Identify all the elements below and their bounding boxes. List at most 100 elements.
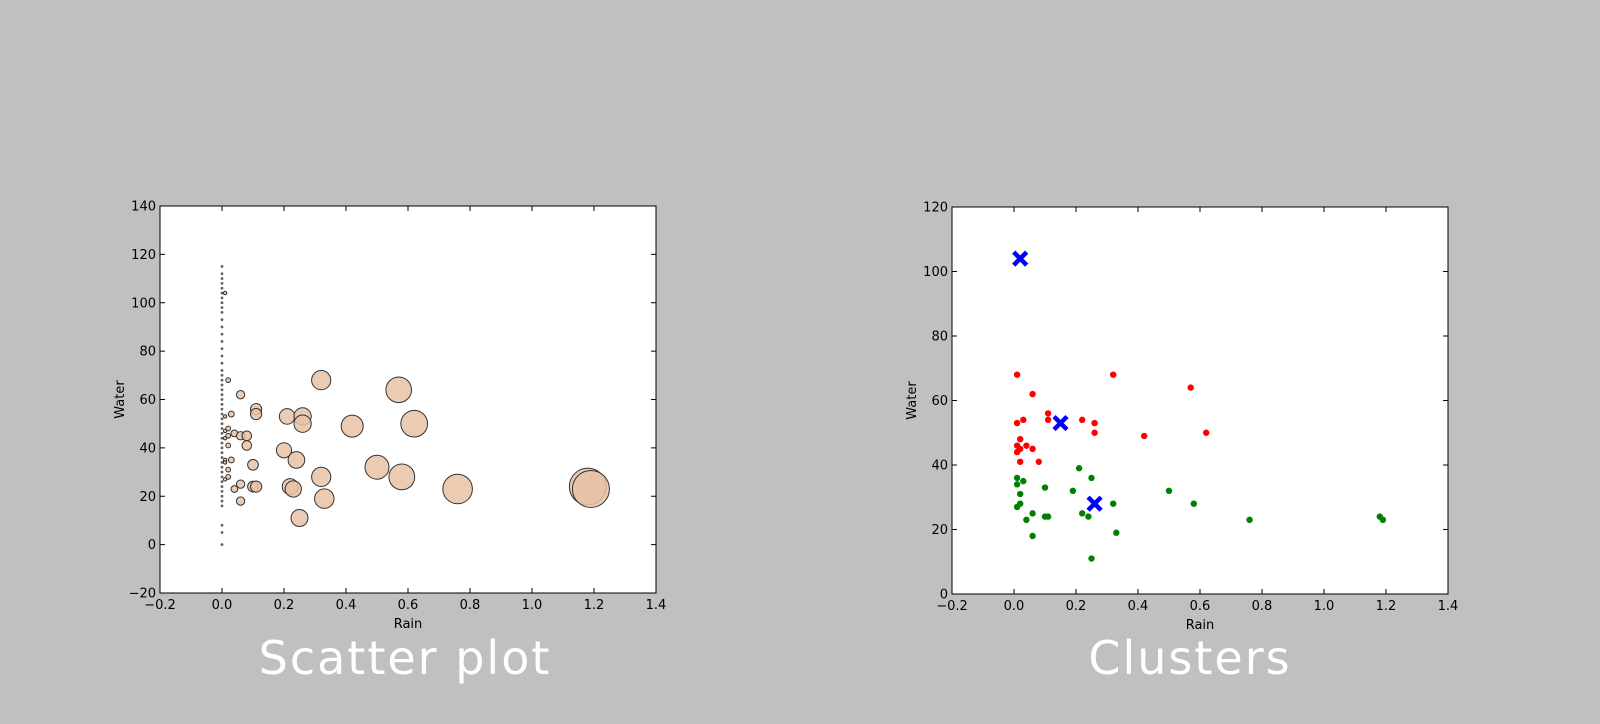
left-x-tick-label: 1.4 xyxy=(646,598,667,613)
scatter-point xyxy=(442,473,473,505)
cluster-point xyxy=(1029,445,1036,453)
left-y-tick-label: 80 xyxy=(139,345,156,360)
cluster-point xyxy=(1079,510,1086,517)
scatter-point xyxy=(235,496,246,506)
scatter-point xyxy=(220,296,224,300)
cluster-point xyxy=(1091,419,1098,427)
scatter-point xyxy=(220,407,224,411)
scatter-point xyxy=(220,480,224,484)
scatter-point xyxy=(222,460,228,465)
scatter-point xyxy=(220,504,224,508)
left-y-axis-label: Water xyxy=(113,380,128,419)
cluster-point xyxy=(1110,371,1117,378)
scatter-point xyxy=(220,378,224,382)
cluster-point xyxy=(1029,510,1036,517)
cluster-point xyxy=(1044,416,1052,424)
centroid-marker xyxy=(1012,250,1029,267)
right-x-tick-label: 0.8 xyxy=(1252,599,1273,614)
scatter-point xyxy=(220,494,224,498)
scatter-point xyxy=(220,388,224,392)
scatter-point xyxy=(220,451,224,455)
scatter-point xyxy=(247,458,259,471)
cluster-point xyxy=(1013,503,1021,511)
scatter-point xyxy=(220,277,224,280)
cluster-point xyxy=(1035,458,1042,465)
right-y-tick-label: 0 xyxy=(940,588,948,603)
cluster-point xyxy=(1085,513,1092,520)
scatter-point xyxy=(220,369,224,372)
cluster-point xyxy=(1091,429,1098,436)
cluster-point xyxy=(1041,484,1049,491)
left-x-tick-label: −0.2 xyxy=(144,598,176,613)
centroid-stroke-b xyxy=(1086,495,1103,512)
centroid-marker xyxy=(1052,414,1069,432)
cluster-point xyxy=(1113,529,1120,536)
scatter-point xyxy=(220,318,224,322)
scatter-point xyxy=(220,402,224,406)
left-x-tick-label: 1.0 xyxy=(522,598,543,613)
left-plot-area xyxy=(159,205,657,594)
scatter-point xyxy=(220,436,224,440)
scatter-point xyxy=(220,460,224,464)
cluster-point xyxy=(1110,500,1117,507)
scatter-point xyxy=(287,451,306,469)
scatter-plot-chart: −0.2 0.0 0.2 0.4 0.6 0.8 1.0 1.2 1.4 −20 0 20 40 60 80… xyxy=(113,200,667,633)
scatter-point xyxy=(220,354,224,358)
cluster-point xyxy=(1020,416,1027,424)
right-y-tick-label: 100 xyxy=(923,265,948,280)
scatter-point xyxy=(220,281,224,285)
scatter-point xyxy=(293,414,312,433)
cluster-point xyxy=(1141,432,1148,440)
scatter-point xyxy=(284,480,302,498)
scatter-point xyxy=(220,340,224,343)
cluster-point xyxy=(1013,474,1021,482)
right-x-tick-label: 0.2 xyxy=(1066,599,1087,614)
cluster-point xyxy=(1187,384,1194,391)
cluster-point xyxy=(1029,532,1036,540)
centroid-stroke-b xyxy=(1052,414,1069,432)
cluster-point xyxy=(1079,416,1086,424)
right-x-tick-label: −0.2 xyxy=(936,599,968,614)
left-x-tick-label: 1.2 xyxy=(584,598,605,613)
scatter-point xyxy=(220,393,224,397)
right-x-tick-label: 1.4 xyxy=(1438,599,1459,614)
scatter-point xyxy=(220,373,224,377)
scatter-point xyxy=(230,485,239,493)
scatter-point xyxy=(220,347,224,351)
scatter-point xyxy=(249,480,263,493)
scatter-point xyxy=(220,465,224,469)
scatter-point xyxy=(222,414,228,419)
scatter-point xyxy=(225,377,232,384)
scatter-point xyxy=(220,523,224,527)
scatter-point xyxy=(220,470,224,474)
scatter-point xyxy=(220,332,224,336)
scatter-point xyxy=(385,376,413,404)
cluster-point xyxy=(1017,490,1024,498)
cluster-point xyxy=(1044,513,1052,520)
clusters-caption: Clusters xyxy=(1088,631,1292,685)
scatter-point xyxy=(220,446,224,450)
cluster-point xyxy=(1029,390,1036,398)
left-y-tick-label: 100 xyxy=(131,296,156,311)
scatter-point xyxy=(220,361,224,365)
left-y-tick-label: 40 xyxy=(139,441,156,456)
scatter-point xyxy=(220,265,224,268)
scatter-point xyxy=(311,466,332,487)
right-y-tick-label: 60 xyxy=(931,394,948,409)
scatter-point xyxy=(400,409,429,438)
scatter-point xyxy=(220,499,224,503)
scatter-point xyxy=(220,431,224,435)
scatter-point xyxy=(220,383,224,387)
cluster-point xyxy=(1165,487,1173,494)
scatter-point xyxy=(225,474,232,480)
right-y-tick-label: 80 xyxy=(931,330,948,345)
right-y-tick-label: 40 xyxy=(931,459,948,474)
scatter-point xyxy=(241,430,253,442)
scatter-point xyxy=(220,490,224,493)
scatter-point xyxy=(227,410,235,418)
left-x-tick-label: 0.2 xyxy=(274,598,295,613)
cluster-point xyxy=(1013,448,1021,456)
cluster-point xyxy=(1023,516,1030,524)
centroid-marker xyxy=(1086,495,1103,512)
right-x-tick-label: 0.4 xyxy=(1128,599,1149,614)
